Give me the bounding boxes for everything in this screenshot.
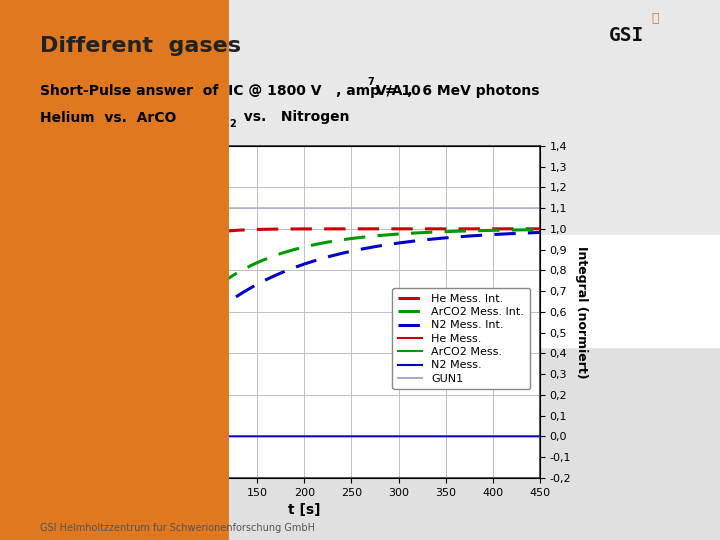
Text: GSI: GSI	[608, 25, 644, 45]
Legend: He Mess. Int., ArCO2 Mess. Int., N2 Mess. Int., He Mess., ArCO2 Mess., N2 Mess.,: He Mess. Int., ArCO2 Mess. Int., N2 Mess…	[392, 288, 530, 389]
Text: 2: 2	[230, 119, 236, 129]
Y-axis label: U [V]: U [V]	[23, 292, 37, 332]
Text: Helium  vs.  ArCO: Helium vs. ArCO	[40, 111, 176, 125]
Text: Different  gases: Different gases	[40, 36, 240, 56]
Text: ⬥: ⬥	[652, 12, 659, 25]
Text: vs.   Nitrogen: vs. Nitrogen	[234, 111, 349, 125]
Text: 7: 7	[367, 77, 374, 87]
Text: GSI Helmholtzzentrum fur Schwerionenforschung GmbH: GSI Helmholtzzentrum fur Schwerionenfors…	[40, 523, 315, 533]
Text: Short-Pulse answer  of  IC @ 1800 V   , amp = 10: Short-Pulse answer of IC @ 1800 V , amp …	[40, 84, 420, 98]
Text: V/A ,  6 MeV photons: V/A , 6 MeV photons	[371, 84, 539, 98]
X-axis label: t [s]: t [s]	[288, 503, 320, 517]
Y-axis label: Integral (normiert): Integral (normiert)	[575, 246, 588, 378]
